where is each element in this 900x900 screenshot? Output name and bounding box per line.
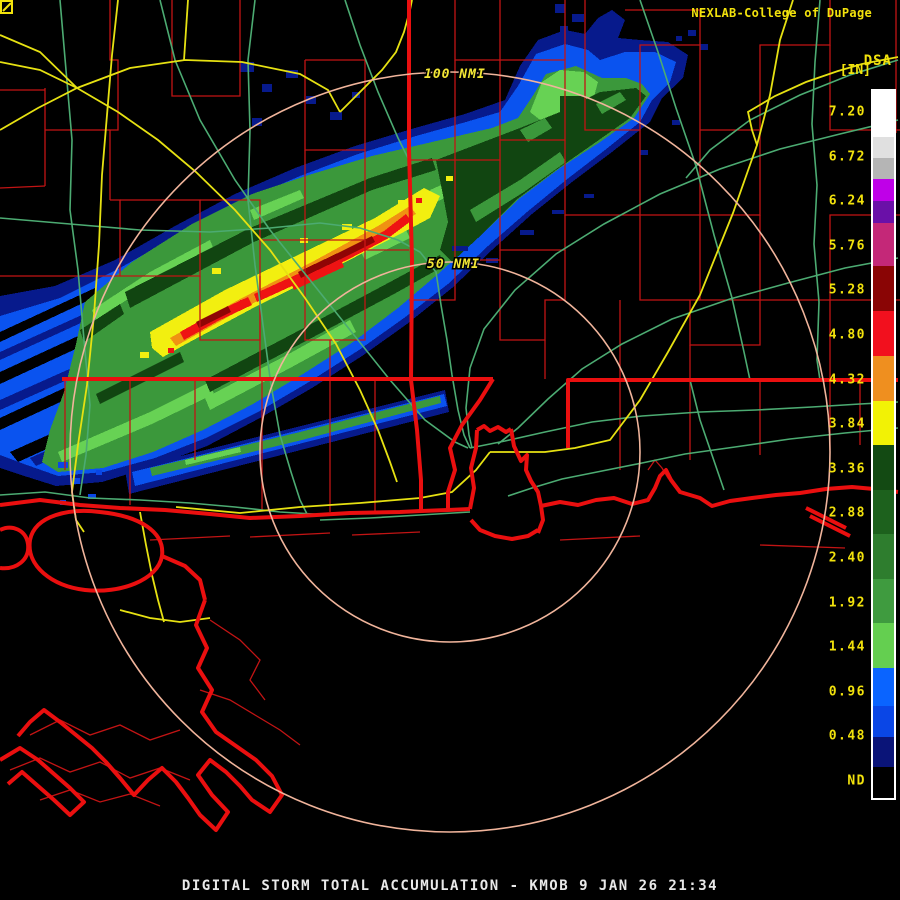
scale-label-0_48: 0.48 bbox=[828, 728, 866, 744]
colorbar-block bbox=[873, 91, 894, 137]
colorbar-block bbox=[873, 401, 894, 445]
precip-layer bbox=[0, 4, 708, 505]
product-caption: DIGITAL STORM TOTAL ACCUMULATION - KMOB … bbox=[181, 878, 719, 894]
colorbar-block bbox=[873, 137, 894, 158]
colorbar-block bbox=[873, 201, 894, 223]
colorbar-block bbox=[873, 266, 894, 311]
state-borders bbox=[0, 0, 899, 832]
colorbar-block bbox=[873, 737, 894, 767]
colorbar[interactable] bbox=[871, 89, 896, 800]
colorbar-block bbox=[873, 534, 894, 579]
scale-label-2_40: 2.40 bbox=[828, 550, 866, 566]
coastline bbox=[0, 498, 471, 520]
colorbar-block bbox=[873, 356, 894, 401]
range-ring-label-100: 100 NMI bbox=[424, 67, 486, 82]
scale-label-3_84: 3.84 bbox=[828, 416, 866, 432]
scale-label-4_80: 4.80 bbox=[828, 327, 866, 343]
colorbar-block bbox=[873, 223, 894, 266]
colorbar-block bbox=[873, 623, 894, 668]
scale-label-1_92: 1.92 bbox=[828, 595, 866, 611]
scale-label-3_36: 3.36 bbox=[828, 461, 866, 477]
colorbar-block bbox=[873, 668, 894, 706]
scale-label-6_72: 6.72 bbox=[828, 149, 866, 165]
scale-label-4_32: 4.32 bbox=[828, 372, 866, 388]
colorbar-block bbox=[873, 179, 894, 201]
product-units: [IN] bbox=[839, 63, 871, 78]
scale-label-5_28: 5.28 bbox=[828, 282, 866, 298]
range-ring-100nmi bbox=[69, 71, 831, 833]
colorbar-block bbox=[873, 706, 894, 737]
nexlab-logo-icon bbox=[0, 0, 13, 14]
highways-yellow bbox=[0, 0, 899, 623]
product-code: DSA bbox=[863, 53, 892, 69]
colorbar-block bbox=[873, 158, 894, 179]
range-ring-label-50: 50 NMI bbox=[427, 257, 480, 272]
range-rings bbox=[69, 71, 831, 833]
scale-label-0_96: 0.96 bbox=[828, 684, 866, 700]
colorbar-block bbox=[873, 445, 894, 490]
colorbar-block bbox=[873, 767, 894, 798]
app-title: NEXLAB-College of DuPage bbox=[691, 6, 872, 20]
scale-label-6_24: 6.24 bbox=[828, 193, 866, 209]
colorbar-blocks bbox=[873, 91, 894, 798]
highways-teal bbox=[0, 0, 899, 521]
colorbar-block bbox=[873, 579, 894, 623]
scale-label-ND: ND bbox=[847, 773, 866, 789]
scale-label-5_76: 5.76 bbox=[828, 238, 866, 254]
colorbar-block bbox=[873, 311, 894, 356]
scale-label-2_88: 2.88 bbox=[828, 505, 866, 521]
scale-label-1_44: 1.44 bbox=[828, 639, 866, 655]
range-ring-50nmi bbox=[259, 261, 641, 643]
scale-label-7_20: 7.20 bbox=[828, 104, 866, 120]
colorbar-block bbox=[873, 490, 894, 534]
